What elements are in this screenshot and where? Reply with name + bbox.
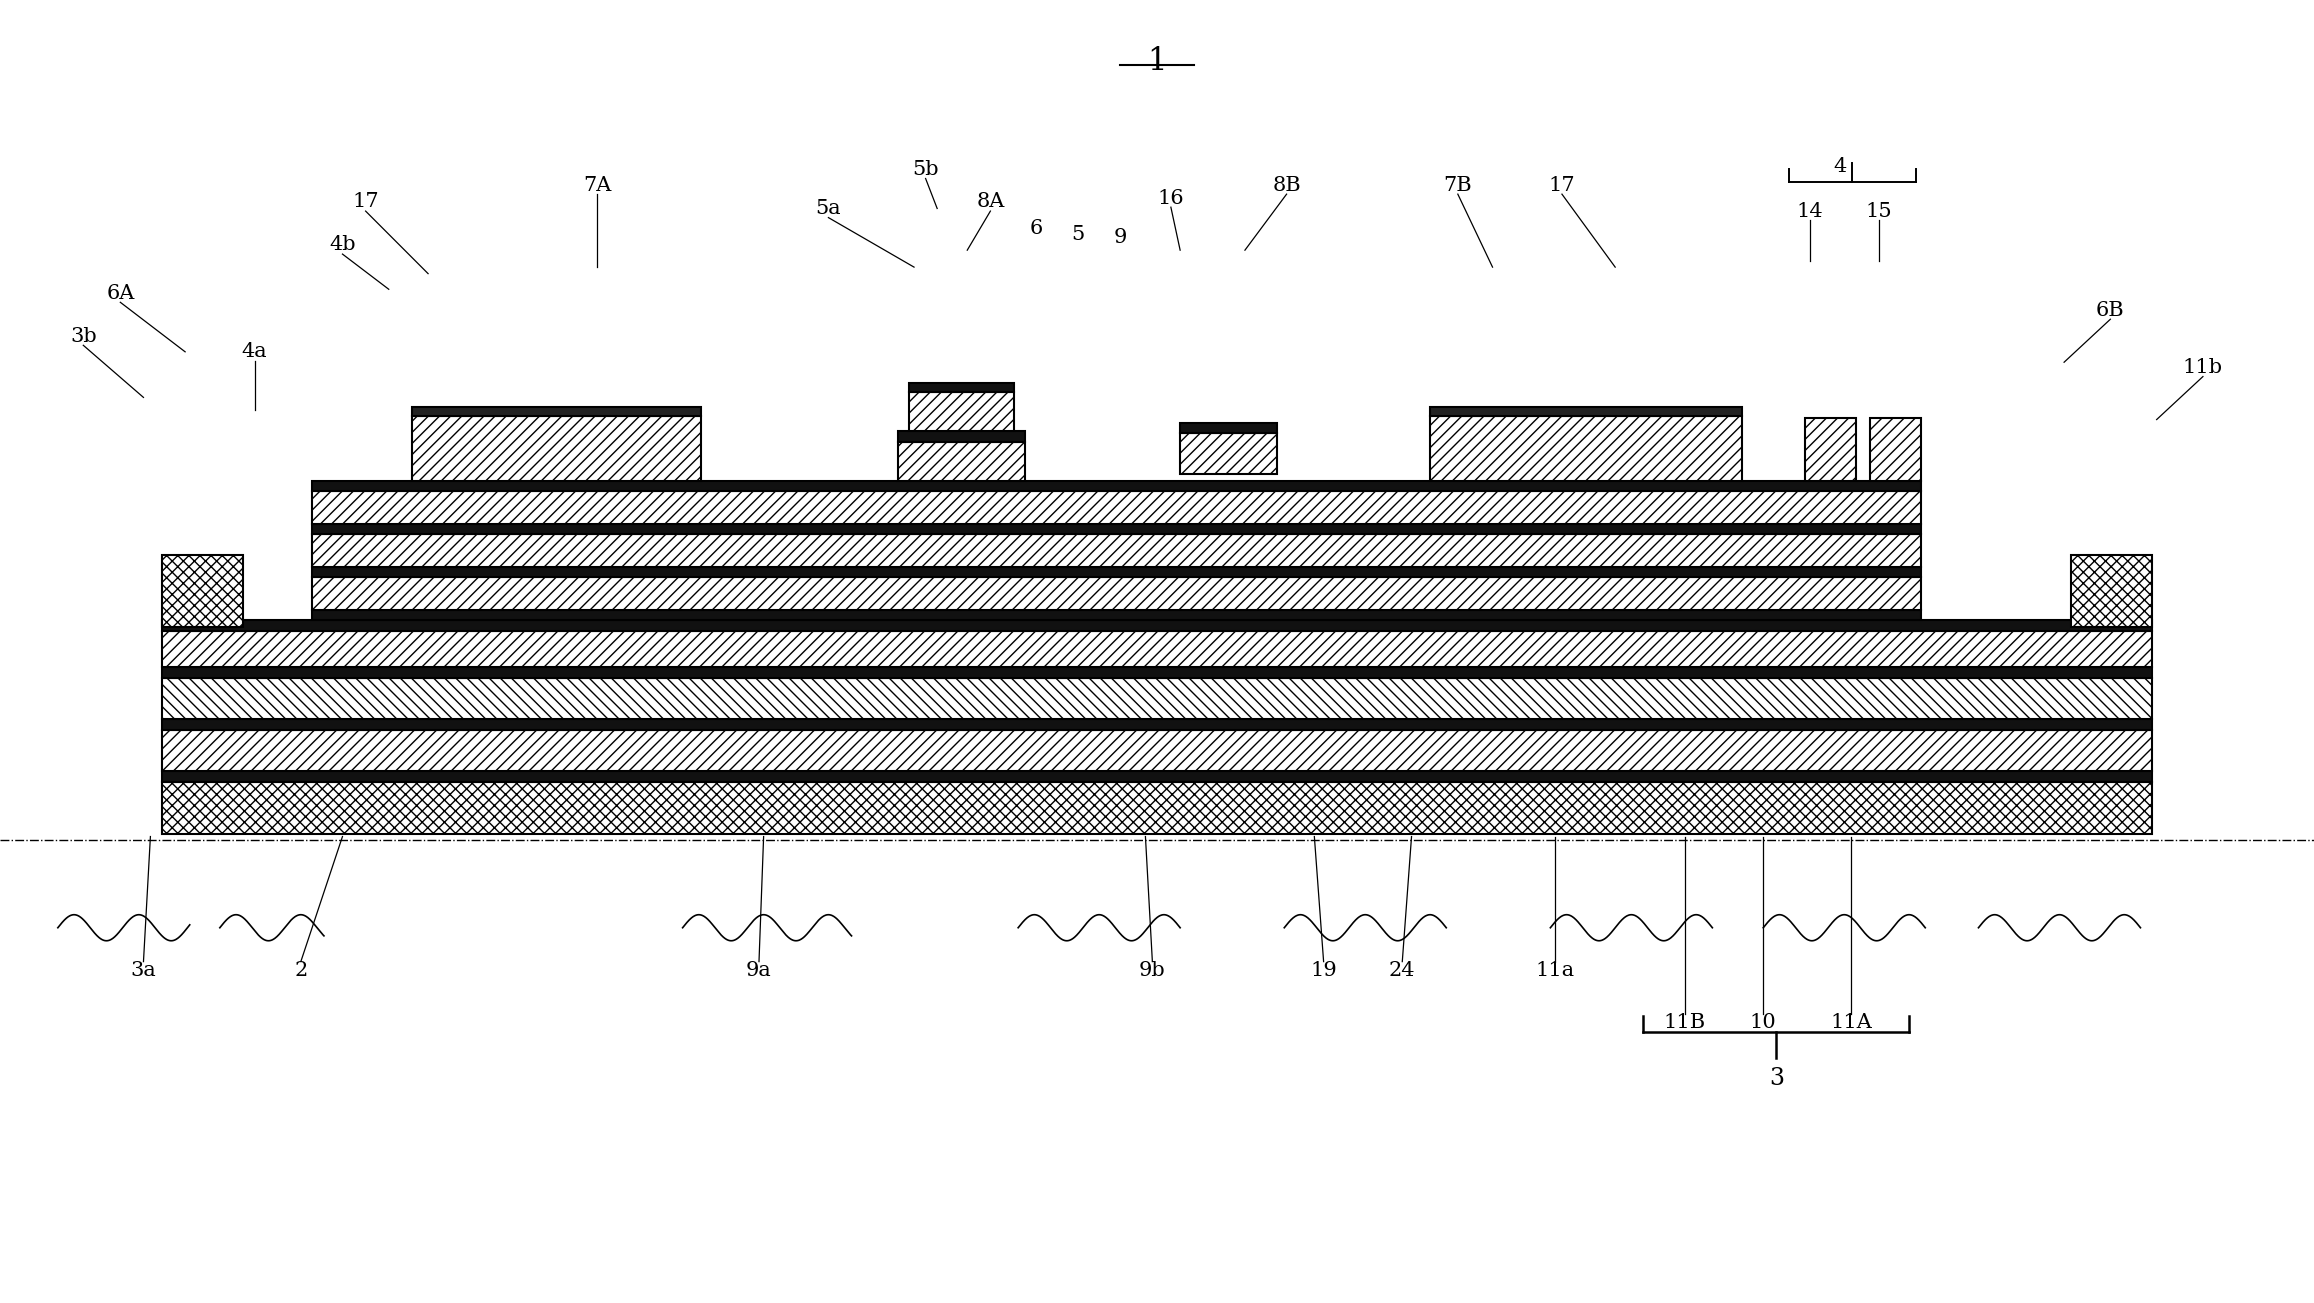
Text: 5a: 5a — [815, 199, 842, 218]
Bar — [898, 431, 1025, 442]
Text: 1: 1 — [1148, 46, 1166, 77]
Bar — [1430, 407, 1742, 416]
Text: 17: 17 — [1548, 176, 1576, 194]
Text: 4: 4 — [1833, 158, 1847, 176]
Bar — [162, 719, 2152, 730]
Bar — [1180, 433, 1277, 474]
Bar — [312, 481, 1921, 491]
Bar — [312, 524, 1921, 534]
Text: 5b: 5b — [912, 160, 939, 179]
Text: 15: 15 — [1865, 202, 1893, 220]
Text: 6B: 6B — [2096, 301, 2124, 319]
Bar — [412, 416, 701, 481]
Text: 14: 14 — [1796, 202, 1823, 220]
Text: 3a: 3a — [130, 962, 157, 980]
Bar — [312, 610, 1921, 620]
Text: 3b: 3b — [69, 327, 97, 345]
Text: 19: 19 — [1310, 962, 1337, 980]
Bar — [162, 555, 243, 627]
Text: 6: 6 — [1030, 219, 1044, 237]
Text: 5: 5 — [1071, 225, 1085, 244]
Text: 24: 24 — [1388, 962, 1416, 980]
Bar — [909, 383, 1014, 392]
Text: 4b: 4b — [329, 236, 356, 254]
Bar — [2071, 555, 2152, 627]
Text: 7A: 7A — [583, 176, 611, 194]
Bar — [1870, 418, 1921, 481]
Text: 4a: 4a — [241, 343, 268, 361]
Bar — [162, 771, 2152, 782]
Text: 11a: 11a — [1536, 962, 1574, 980]
Bar — [909, 392, 1014, 431]
Bar — [162, 730, 2152, 771]
Bar — [162, 667, 2152, 678]
Bar — [1430, 416, 1742, 481]
Bar — [162, 782, 2152, 834]
Bar — [312, 534, 1921, 567]
Text: 3: 3 — [1770, 1067, 1784, 1091]
Text: 16: 16 — [1157, 189, 1185, 207]
Bar — [162, 620, 2152, 631]
Bar — [162, 678, 2152, 719]
Text: 6A: 6A — [106, 284, 134, 302]
Text: 11A: 11A — [1830, 1014, 1872, 1032]
Bar — [1180, 423, 1277, 433]
Text: 11b: 11b — [2182, 358, 2224, 377]
Text: 9: 9 — [1113, 228, 1127, 246]
Bar — [898, 442, 1025, 481]
Bar — [162, 631, 2152, 667]
Bar — [312, 577, 1921, 610]
Text: 9a: 9a — [745, 962, 773, 980]
Text: 7B: 7B — [1444, 176, 1472, 194]
Text: 10: 10 — [1749, 1014, 1777, 1032]
Text: 17: 17 — [352, 193, 379, 211]
Bar — [312, 491, 1921, 524]
Text: 8B: 8B — [1273, 176, 1300, 194]
Text: 8A: 8A — [977, 193, 1004, 211]
Text: 11B: 11B — [1664, 1014, 1705, 1032]
Bar — [1805, 418, 1856, 481]
Text: 2: 2 — [294, 962, 308, 980]
Text: 9b: 9b — [1138, 962, 1166, 980]
Bar — [312, 567, 1921, 577]
Bar — [412, 407, 701, 416]
